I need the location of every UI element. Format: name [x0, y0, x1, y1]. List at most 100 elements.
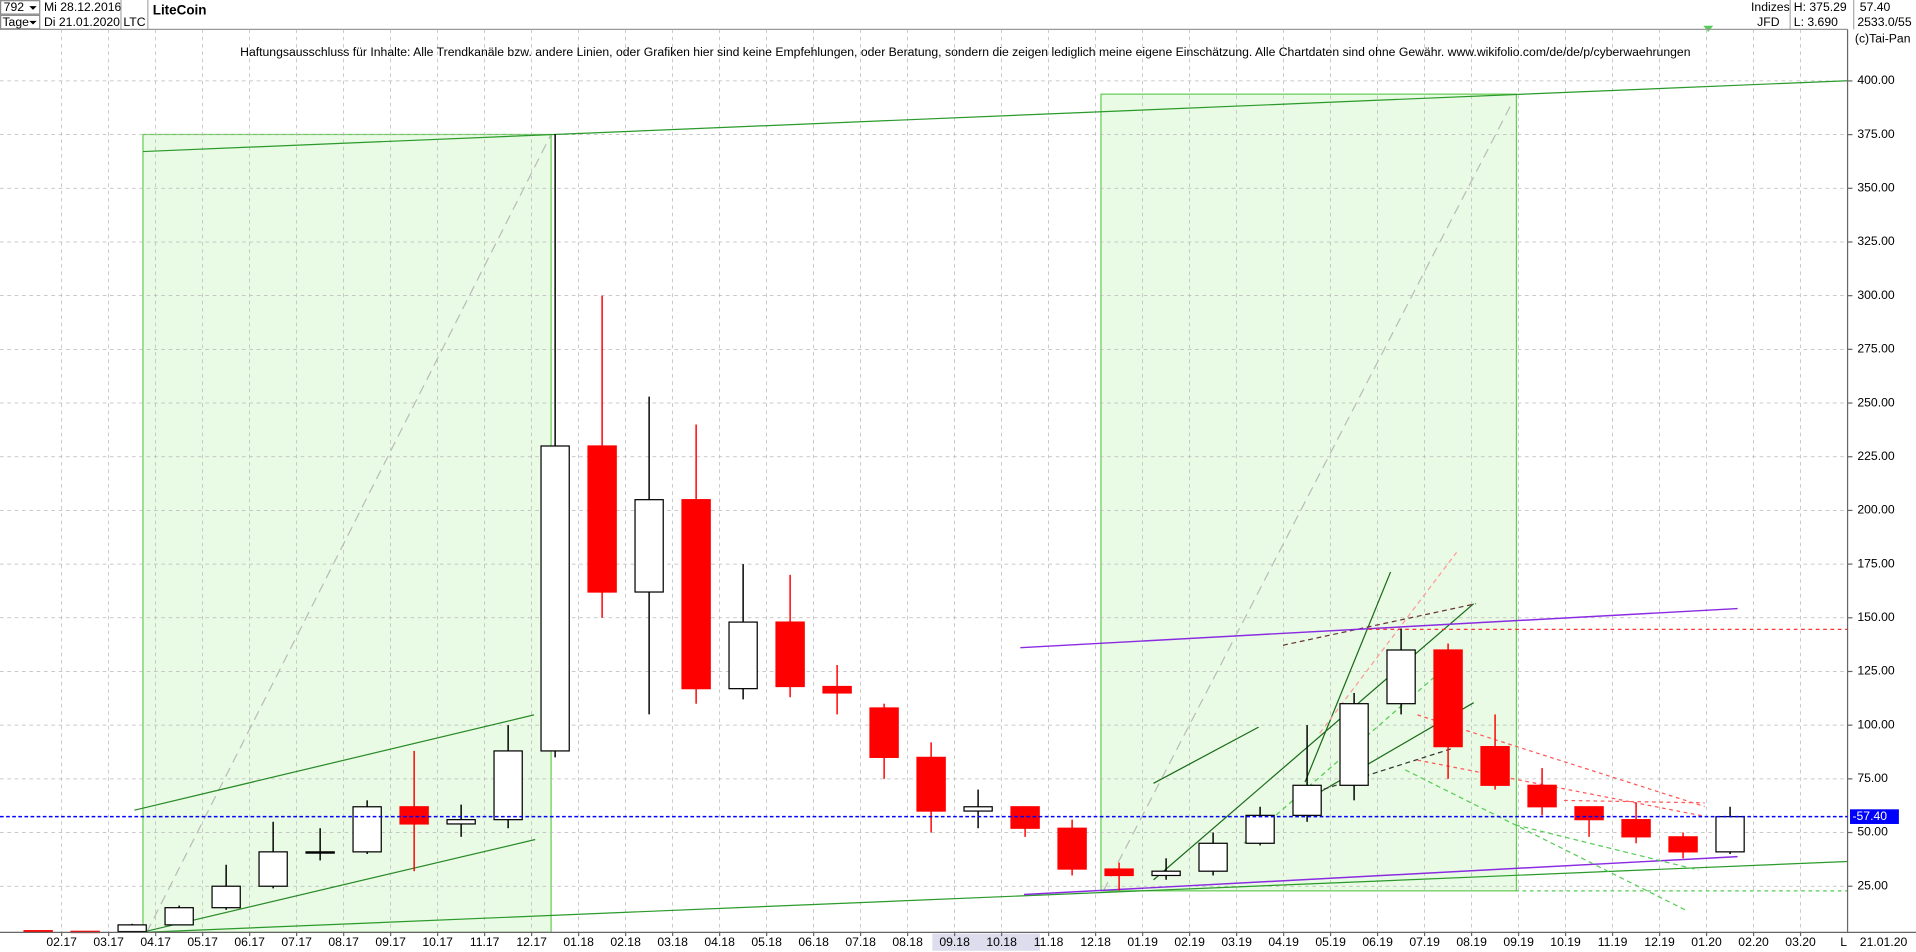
trend-line — [1564, 799, 1705, 804]
y-tick-label: 400.00 — [1857, 73, 1895, 87]
highlight — [932, 933, 1040, 951]
copyright: (c)Tai-Pan — [1855, 31, 1911, 45]
diagonal — [146, 134, 552, 933]
trend-line — [1515, 824, 1699, 871]
candle-body — [1198, 842, 1228, 872]
candle-body — [1668, 836, 1698, 853]
trend-line — [146, 838, 536, 932]
candle-body — [540, 445, 570, 752]
trend-line — [1153, 603, 1475, 881]
y-tick-label: 275.00 — [1857, 342, 1895, 356]
candle-body — [681, 499, 711, 690]
candle-body — [1292, 784, 1322, 816]
x-tick-label: 07.18 — [845, 935, 876, 949]
x-tick-label: 08.18 — [892, 935, 923, 949]
x-tick-label: 04.19 — [1268, 935, 1299, 949]
trend-line — [1417, 759, 1705, 817]
x-tick-label: 10.18 — [986, 935, 1017, 949]
candles — [23, 133, 1745, 934]
x-tick-label: 01.19 — [1127, 935, 1158, 949]
price-label: -57.40 — [1852, 809, 1887, 823]
x-tick-label: 02.17 — [46, 935, 77, 949]
trend-line — [1282, 603, 1477, 646]
x-tick-label: 03.19 — [1221, 935, 1252, 949]
chart-title: LiteCoin — [153, 3, 207, 18]
x-tick-label: 02.19 — [1174, 935, 1205, 949]
scale-mode: L — [1840, 935, 1847, 949]
x-tick-label: 11.18 — [1034, 935, 1064, 949]
candle-body — [963, 806, 993, 812]
x-tick-label: 08.17 — [328, 935, 359, 949]
dropdown-arrow — [29, 20, 37, 25]
x-tick-label: 07.19 — [1409, 935, 1440, 949]
x-tick-label: 01.20 — [1691, 935, 1722, 949]
trend-line — [1417, 714, 1705, 808]
trend-line — [1319, 552, 1458, 734]
period: Tage — [2, 15, 29, 29]
candle-body — [117, 924, 147, 933]
group: Indizes — [1751, 0, 1790, 14]
x-tick-label: 08.19 — [1456, 935, 1487, 949]
y-tick-label: 25.00 — [1857, 878, 1888, 892]
source: JFD — [1757, 15, 1780, 29]
candle-body — [1010, 806, 1040, 829]
trend-line — [134, 714, 535, 811]
x-tick-label: 10.19 — [1550, 935, 1581, 949]
x-tick-label: 12.18 — [1080, 935, 1111, 949]
candle-body — [352, 806, 382, 853]
x-tick-label: 03.18 — [657, 935, 688, 949]
x-tick-label: 02.18 — [610, 935, 641, 949]
x-tick-label: 05.17 — [187, 935, 218, 949]
candle-body — [1527, 784, 1557, 808]
candle-body — [1104, 868, 1134, 877]
trend-line — [142, 80, 1848, 153]
candle-body — [822, 685, 852, 694]
y-tick-label: 325.00 — [1857, 234, 1895, 248]
count: 792 — [4, 0, 25, 14]
y-tick-label: 125.00 — [1857, 664, 1895, 678]
trend-line — [142, 860, 1848, 934]
subtitle: Haftungsausschluss für Inhalte: Alle Tre… — [240, 45, 1690, 59]
trend-line — [1304, 571, 1392, 783]
y-tick-label: 200.00 — [1857, 503, 1895, 517]
y-tick-label: 250.00 — [1857, 395, 1895, 409]
x-tick-label: 02.20 — [1738, 935, 1769, 949]
candle-body — [587, 445, 617, 593]
y-tick-label: 100.00 — [1857, 717, 1895, 731]
x-tick-label: 09.18 — [939, 935, 970, 949]
candle-body — [211, 885, 241, 909]
y-tick-label: 50.00 — [1857, 825, 1888, 839]
x-tick-label: 06.18 — [798, 935, 829, 949]
trend-line — [1153, 726, 1259, 784]
x-tick-label: 11.17 — [470, 935, 500, 949]
high: H: 375.29 — [1794, 0, 1847, 14]
x-tick-label: 05.19 — [1315, 935, 1346, 949]
y-tick-label: 300.00 — [1857, 288, 1895, 302]
candle-body — [446, 819, 476, 825]
candle-body — [634, 499, 664, 593]
y-tick-label: 175.00 — [1857, 556, 1895, 570]
x-tick-label: 03.20 — [1785, 935, 1816, 949]
volume: 2533.0/55 — [1857, 15, 1912, 29]
trend-line — [1023, 855, 1738, 896]
candle-body — [23, 930, 53, 933]
x-tick-label: 05.18 — [751, 935, 782, 949]
x-tick-label: 12.17 — [516, 935, 547, 949]
x-tick-label: 11.19 — [1598, 935, 1628, 949]
candle-body — [258, 851, 288, 887]
x-tick-label: 10.17 — [422, 935, 453, 949]
candle-body — [728, 621, 758, 690]
start-date: Mi 28.12.2016 — [44, 0, 122, 14]
candle-body — [1480, 746, 1510, 786]
x-tick-label: 12.19 — [1644, 935, 1675, 949]
candle-body — [775, 621, 805, 688]
candle-body — [1151, 870, 1181, 877]
trend-lines — [134, 80, 1848, 934]
candle-body — [493, 750, 523, 821]
count-box[interactable] — [0, 0, 41, 15]
candle-body — [399, 806, 429, 825]
candle-body — [1339, 703, 1369, 786]
low: L: 3.690 — [1794, 15, 1838, 29]
last: 57.40 — [1860, 0, 1891, 14]
